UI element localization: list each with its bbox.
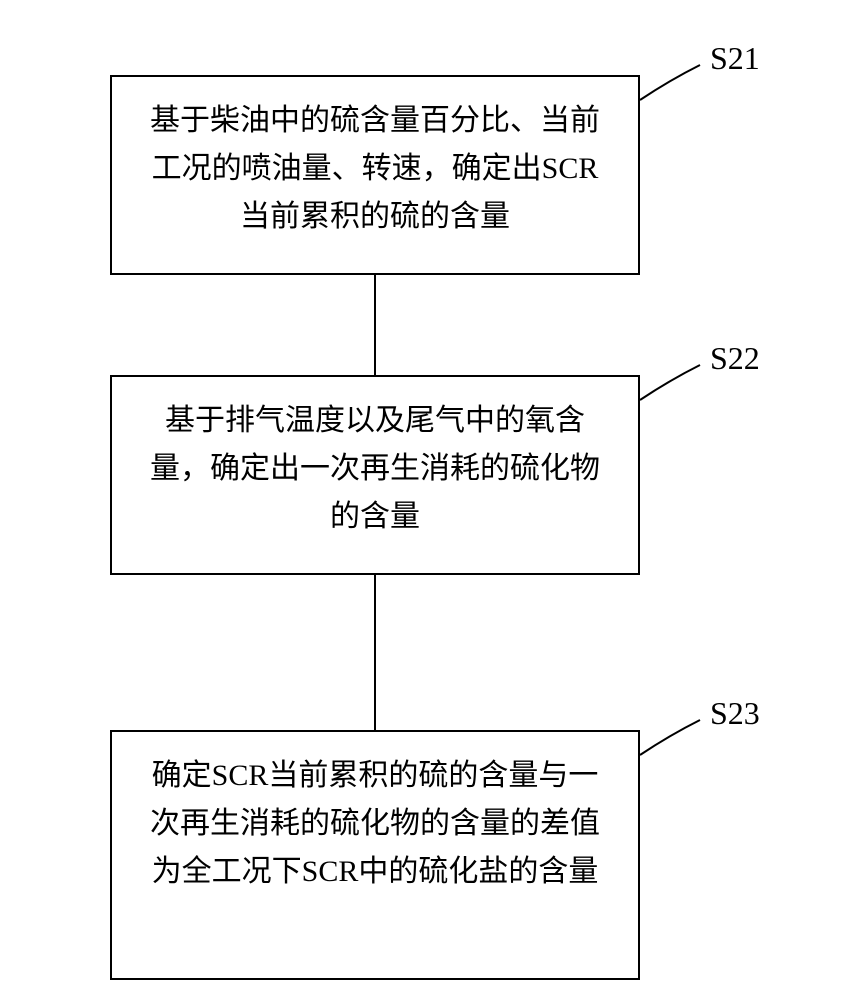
flowchart-box-s21: 基于柴油中的硫含量百分比、当前工况的喷油量、转速，确定出SCR当前累积的硫的含量: [110, 75, 640, 275]
connector-2-3: [374, 575, 376, 730]
flowchart-box-s22: 基于排气温度以及尾气中的氧含量，确定出一次再生消耗的硫化物的含量: [110, 375, 640, 575]
step-label-s22: S22: [710, 340, 760, 377]
step-label-s23: S23: [710, 695, 760, 732]
connector-1-2: [374, 275, 376, 375]
box-text-s21: 基于柴油中的硫含量百分比、当前工况的喷油量、转速，确定出SCR当前累积的硫的含量: [142, 97, 608, 241]
box-text-s23: 确定SCR当前累积的硫的含量与一次再生消耗的硫化物的含量的差值为全工况下SCR中…: [142, 752, 608, 896]
step-label-s21: S21: [710, 40, 760, 77]
box-text-s22: 基于排气温度以及尾气中的氧含量，确定出一次再生消耗的硫化物的含量: [142, 397, 608, 541]
flowchart-box-s23: 确定SCR当前累积的硫的含量与一次再生消耗的硫化物的含量的差值为全工况下SCR中…: [110, 730, 640, 980]
